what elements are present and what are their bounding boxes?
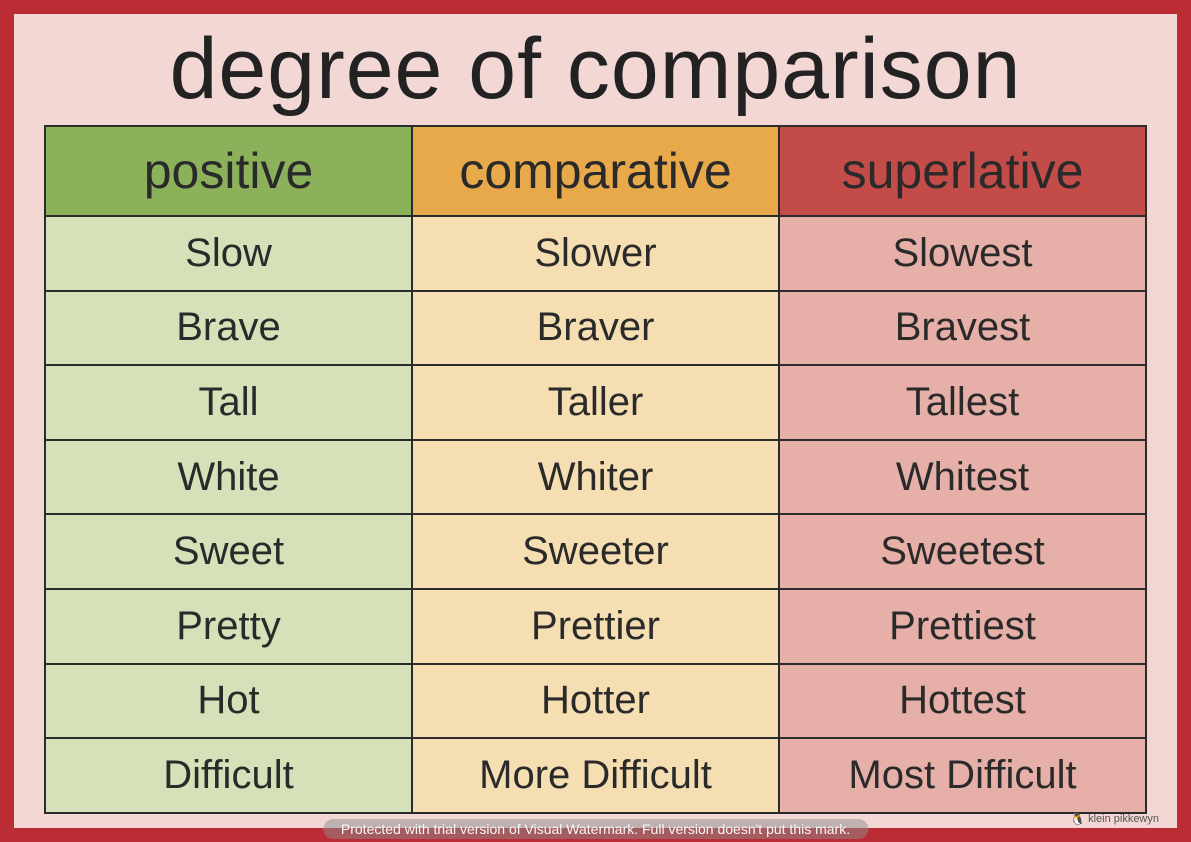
cell-superlative: Hottest — [779, 664, 1146, 739]
table-body: Slow Slower Slowest Brave Braver Bravest… — [45, 216, 1146, 813]
col-header-positive: positive — [45, 126, 412, 216]
cell-comparative: Whiter — [412, 440, 779, 515]
cell-superlative: Tallest — [779, 365, 1146, 440]
credit-text: klein pikkewyn — [1088, 813, 1159, 825]
table-row: Difficult more difficult most difficult — [45, 738, 1146, 813]
cell-positive: Hot — [45, 664, 412, 739]
comparison-table: positive comparative superlative Slow Sl… — [44, 125, 1147, 814]
table-row: Slow Slower Slowest — [45, 216, 1146, 291]
table-row: Pretty Prettier Prettiest — [45, 589, 1146, 664]
cell-comparative: Slower — [412, 216, 779, 291]
cell-superlative: Prettiest — [779, 589, 1146, 664]
penguin-icon: 🐧 — [1070, 812, 1085, 826]
cell-comparative: Hotter — [412, 664, 779, 739]
watermark-bar: Protected with trial version of Visual W… — [323, 819, 868, 839]
col-header-superlative: superlative — [779, 126, 1146, 216]
cell-positive: Slow — [45, 216, 412, 291]
credit-label: 🐧 klein pikkewyn — [1070, 812, 1159, 826]
cell-comparative: more difficult — [412, 738, 779, 813]
cell-positive: White — [45, 440, 412, 515]
inner-panel: degree of comparison positive comparativ… — [14, 14, 1177, 828]
cell-superlative: Bravest — [779, 291, 1146, 366]
table-row: Brave Braver Bravest — [45, 291, 1146, 366]
cell-superlative: most difficult — [779, 738, 1146, 813]
table-row: Hot Hotter Hottest — [45, 664, 1146, 739]
table-header-row: positive comparative superlative — [45, 126, 1146, 216]
page-title: degree of comparison — [170, 20, 1022, 119]
table-row: Sweet Sweeter Sweetest — [45, 514, 1146, 589]
cell-superlative: Slowest — [779, 216, 1146, 291]
cell-positive: Difficult — [45, 738, 412, 813]
cell-positive: Pretty — [45, 589, 412, 664]
col-header-comparative: comparative — [412, 126, 779, 216]
cell-comparative: Taller — [412, 365, 779, 440]
table-row: Tall Taller Tallest — [45, 365, 1146, 440]
cell-positive: Tall — [45, 365, 412, 440]
cell-superlative: Sweetest — [779, 514, 1146, 589]
outer-frame: degree of comparison positive comparativ… — [0, 0, 1191, 842]
cell-positive: Brave — [45, 291, 412, 366]
cell-comparative: Braver — [412, 291, 779, 366]
cell-comparative: Sweeter — [412, 514, 779, 589]
cell-superlative: Whitest — [779, 440, 1146, 515]
cell-comparative: Prettier — [412, 589, 779, 664]
table-row: White Whiter Whitest — [45, 440, 1146, 515]
cell-positive: Sweet — [45, 514, 412, 589]
